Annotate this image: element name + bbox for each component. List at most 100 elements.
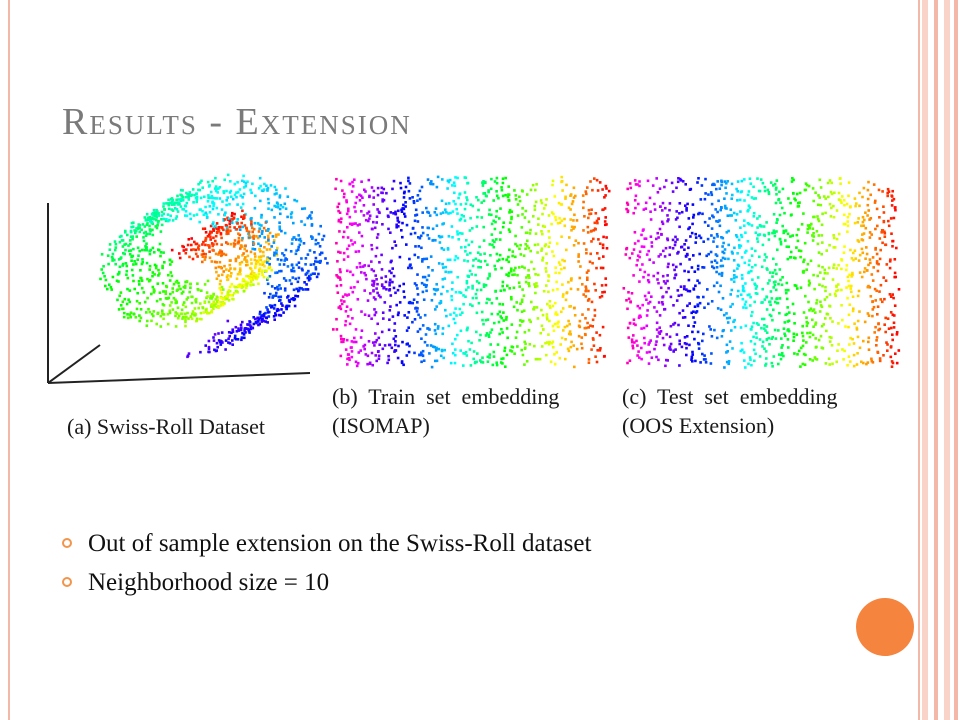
- scatter-point: [735, 213, 739, 216]
- scatter-point: [780, 346, 783, 349]
- scatter-point: [805, 341, 808, 344]
- scatter-point: [235, 330, 239, 333]
- scatter-point: [811, 318, 814, 322]
- scatter-point: [168, 258, 172, 262]
- scatter-point: [752, 197, 756, 200]
- scatter-point: [245, 249, 248, 253]
- scatter-point: [256, 275, 259, 279]
- scatter-point: [266, 276, 270, 280]
- scatter-point: [812, 215, 815, 219]
- scatter-point: [264, 311, 267, 315]
- scatter-point: [227, 232, 230, 235]
- scatter-point: [463, 219, 467, 222]
- scatter-point: [677, 323, 680, 327]
- scatter-point: [513, 352, 516, 355]
- scatter-point: [778, 238, 782, 241]
- scatter-point: [377, 357, 381, 361]
- scatter-point: [724, 186, 727, 190]
- scatter-point: [598, 333, 602, 337]
- scatter-point: [744, 300, 748, 304]
- scatter-point: [528, 284, 531, 288]
- scatter-point: [210, 303, 214, 306]
- scatter-point: [155, 218, 158, 222]
- scatter-point: [178, 252, 181, 255]
- scatter-point: [884, 330, 887, 334]
- scatter-point: [217, 187, 220, 190]
- scatter-point: [868, 236, 872, 239]
- scatter-point: [336, 205, 339, 209]
- scatter-point: [157, 274, 160, 277]
- scatter-point: [880, 231, 883, 234]
- scatter-point: [387, 354, 390, 358]
- scatter-point: [731, 302, 734, 306]
- scatter-point: [824, 362, 828, 365]
- scatter-point: [897, 349, 901, 352]
- scatter-point: [759, 224, 762, 228]
- scatter-point: [143, 225, 147, 228]
- scatter-point: [585, 248, 588, 251]
- scatter-point: [825, 329, 828, 333]
- scatter-point: [415, 310, 419, 313]
- scatter-point: [283, 202, 287, 206]
- scatter-point: [825, 295, 829, 299]
- scatter-point: [162, 205, 165, 208]
- scatter-point: [554, 311, 558, 314]
- scatter-point: [493, 180, 497, 183]
- decorative-orange-circle: [856, 598, 914, 656]
- scatter-point: [482, 225, 485, 229]
- scatter-point: [661, 336, 665, 340]
- scatter-point: [596, 252, 599, 255]
- scatter-point: [220, 243, 223, 246]
- scatter-point: [701, 339, 704, 343]
- scatter-point: [226, 242, 230, 246]
- scatter-point: [760, 326, 763, 330]
- scatter-point: [581, 283, 584, 286]
- scatter-point: [268, 257, 272, 260]
- scatter-point: [874, 325, 877, 329]
- scatter-point: [567, 280, 570, 284]
- scatter-point: [228, 225, 232, 229]
- scatter-point: [645, 324, 649, 328]
- scatter-point: [311, 272, 315, 275]
- scatter-point: [469, 203, 473, 206]
- scatter-point: [892, 321, 896, 325]
- scatter-point: [506, 195, 510, 199]
- scatter-point: [482, 322, 485, 326]
- scatter-point: [236, 285, 239, 289]
- scatter-point: [152, 314, 155, 318]
- scatter-point: [308, 249, 312, 252]
- scatter-point: [730, 182, 734, 186]
- scatter-point: [756, 217, 759, 220]
- scatter-point: [845, 268, 848, 272]
- scatter-point: [190, 317, 194, 321]
- scatter-point: [115, 279, 119, 283]
- scatter-point: [418, 353, 421, 357]
- scatter-point: [798, 201, 801, 204]
- scatter-point: [366, 354, 370, 358]
- scatter-point: [225, 230, 229, 233]
- scatter-point: [712, 215, 715, 219]
- scatter-point: [547, 279, 550, 283]
- scatter-point: [787, 346, 790, 349]
- scatter-point: [400, 360, 404, 363]
- scatter-point: [592, 229, 596, 232]
- scatter-point: [374, 340, 377, 344]
- scatter-point: [878, 237, 882, 240]
- scatter-point: [211, 248, 214, 252]
- scatter-point: [156, 282, 160, 285]
- scatter-point: [775, 179, 779, 182]
- scatter-point: [214, 239, 217, 243]
- scatter-point: [534, 232, 538, 235]
- scatter-point: [647, 291, 651, 294]
- scatter-point: [376, 322, 379, 326]
- scatter-point: [495, 361, 498, 364]
- scatter-point: [647, 273, 650, 277]
- scatter-point: [233, 182, 237, 186]
- scatter-point: [744, 324, 748, 328]
- scatter-point: [725, 316, 729, 320]
- scatter-point: [141, 223, 145, 226]
- scatter-point: [878, 216, 881, 219]
- scatter-point: [146, 216, 150, 220]
- scatter-point: [490, 222, 494, 226]
- scatter-point: [514, 234, 517, 238]
